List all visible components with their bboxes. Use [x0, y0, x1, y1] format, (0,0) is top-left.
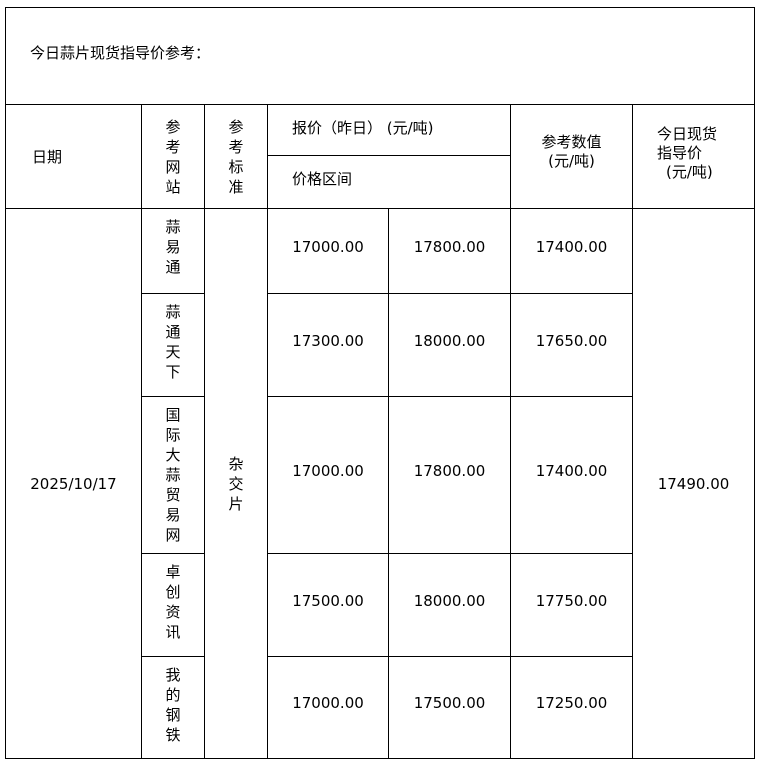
table-row: 2025/10/17 蒜易通 杂交片 17000.00 17800.00 17400.00… [5, 208, 755, 759]
ref-value-cell: 17750.00 [510, 553, 633, 657]
header-guide-price: 今日现货 指导价 (元/吨) [632, 104, 755, 209]
ref-value-cell: 17400.00 [510, 208, 633, 294]
site-name: 蒜易通 [165, 218, 181, 276]
table-title: 今日蒜片现货指导价参考： [5, 7, 755, 105]
header-standard: 参考标准 [228, 117, 244, 196]
table-row: 我的钢铁 17000.00 17500.00 17250.00 [6, 656, 755, 759]
site-cell: 蒜通天下 [141, 293, 205, 397]
site-name: 国际大蒜贸易网 [165, 406, 181, 544]
table-row: 蒜通天下 17300.00 18000.00 17650.00 [6, 293, 755, 397]
header-ref-value: 参考数值 (元/吨) [510, 104, 633, 209]
site-name: 卓创资讯 [165, 563, 181, 641]
low-price-cell: 17000.00 [267, 208, 389, 294]
price-table: 今日蒜片现货指导价参考： 日期 参考网站 参考标准 报价（昨日） (元/吨) 参… [5, 7, 755, 759]
high-price-cell: 18000.00 [388, 293, 511, 397]
site-cell: 蒜易通 [141, 208, 205, 294]
ref-value-cell: 17650.00 [510, 293, 633, 397]
ref-value-cell: 17400.00 [510, 396, 633, 554]
date-cell: 2025/10/17 [5, 208, 142, 759]
low-price-cell: 17000.00 [267, 396, 389, 554]
header-guide-l1: 今日现货 [657, 125, 718, 143]
header-ref-value-label: 参考数值 [541, 133, 602, 151]
site-name: 我的钢铁 [165, 666, 181, 744]
high-price-cell: 18000.00 [388, 553, 511, 657]
site-cell: 卓创资讯 [141, 553, 205, 657]
header-guide-l2: 指导价 [657, 144, 703, 162]
high-price-cell: 17800.00 [388, 396, 511, 554]
table-row: 国际大蒜贸易网 17000.00 17800.00 17400.00 [6, 396, 755, 554]
header-standard-cell: 参考标准 [204, 104, 268, 209]
header-date: 日期 [5, 104, 142, 209]
table-row: 卓创资讯 17500.00 18000.00 17750.00 [6, 553, 755, 657]
header-site: 参考网站 [165, 117, 181, 196]
guide-price-cell: 17490.00 [632, 208, 755, 759]
site-cell: 国际大蒜贸易网 [141, 396, 205, 554]
low-price-cell: 17000.00 [267, 656, 389, 759]
header-quote: 报价（昨日） (元/吨) [267, 104, 511, 156]
ref-value-cell: 17250.00 [510, 656, 633, 759]
header-ref-value-unit: (元/吨) [548, 152, 595, 170]
site-cell: 我的钢铁 [141, 656, 205, 759]
site-name: 蒜通天下 [165, 303, 181, 381]
standard-name: 杂交片 [228, 454, 244, 513]
high-price-cell: 17500.00 [388, 656, 511, 759]
header-site-cell: 参考网站 [141, 104, 205, 209]
header-range: 价格区间 [267, 155, 511, 209]
standard-cell: 杂交片 [204, 208, 268, 759]
header-guide-unit: (元/吨) [666, 163, 713, 181]
high-price-cell: 17800.00 [388, 208, 511, 294]
low-price-cell: 17500.00 [267, 553, 389, 657]
low-price-cell: 17300.00 [267, 293, 389, 397]
